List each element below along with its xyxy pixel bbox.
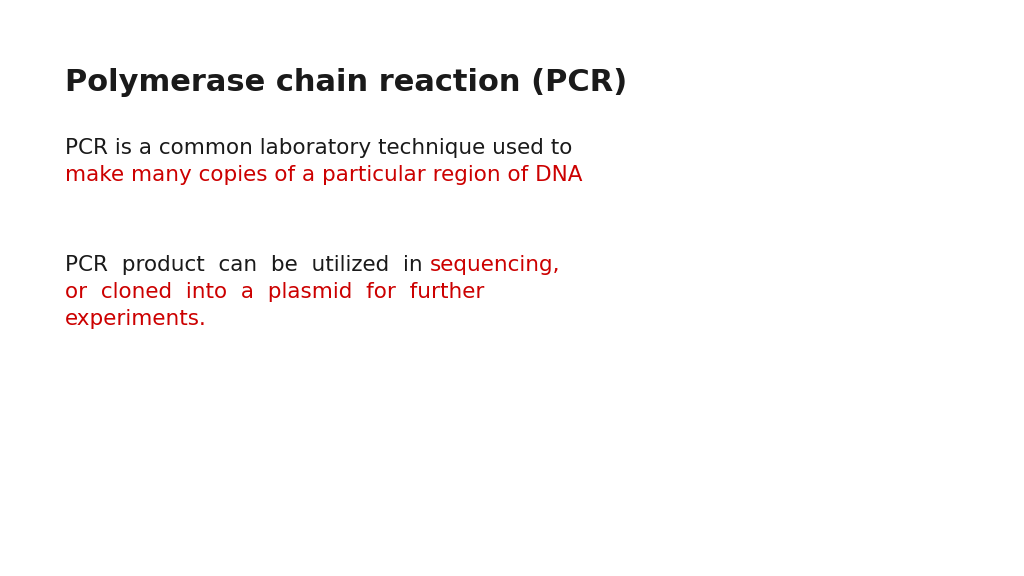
Text: PCR  product  can  be  utilized  in: PCR product can be utilized in xyxy=(65,255,429,275)
Text: make many copies of a particular region of DNA: make many copies of a particular region … xyxy=(65,165,583,185)
Text: Polymerase chain reaction (PCR): Polymerase chain reaction (PCR) xyxy=(65,68,628,97)
Text: sequencing,: sequencing, xyxy=(429,255,560,275)
Text: experiments.: experiments. xyxy=(65,309,207,329)
Text: PCR is a common laboratory technique used to: PCR is a common laboratory technique use… xyxy=(65,138,572,158)
Text: or  cloned  into  a  plasmid  for  further: or cloned into a plasmid for further xyxy=(65,282,484,302)
